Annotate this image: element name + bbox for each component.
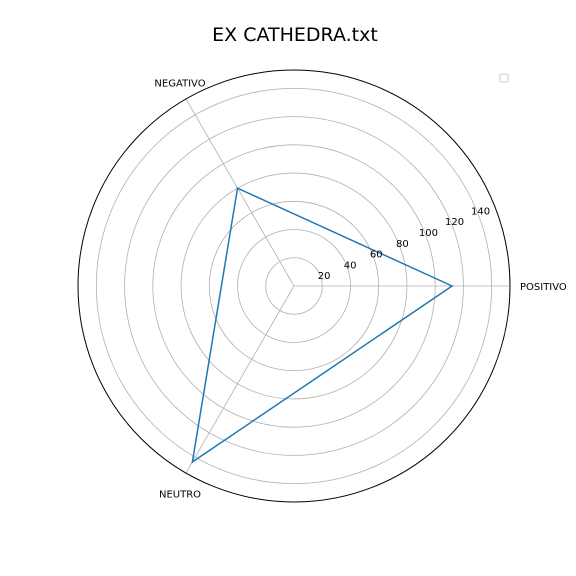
series-line [191, 187, 454, 464]
radial-tick-label: 140 [471, 206, 490, 217]
category-label: NEGATIVO [154, 79, 205, 90]
radial-tick-label: 40 [344, 260, 357, 271]
radial-tick-label: 60 [370, 250, 383, 261]
data-point [451, 285, 453, 287]
radial-tick-label: 80 [396, 239, 409, 250]
category-label: POSITIVO [520, 282, 567, 293]
labels: 20 40 60 80 100 120 140 POSITIVO NEGATIVO NEUTRO [154, 79, 567, 501]
chart-title: EX CATHEDRA.txt [212, 24, 378, 46]
angular-gridline [185, 285, 295, 474]
radial-tick-label: 20 [318, 271, 331, 282]
grid [95, 87, 510, 485]
polar-frame [77, 69, 511, 503]
radial-tick-label: 120 [445, 217, 464, 228]
data-point [191, 461, 194, 463]
radial-tick-label: 100 [419, 228, 438, 239]
category-label: NEUTRO [159, 489, 201, 500]
angular-gridline [185, 98, 295, 287]
series-layer [191, 187, 454, 464]
data-point [236, 187, 239, 189]
legend-box [499, 73, 509, 83]
